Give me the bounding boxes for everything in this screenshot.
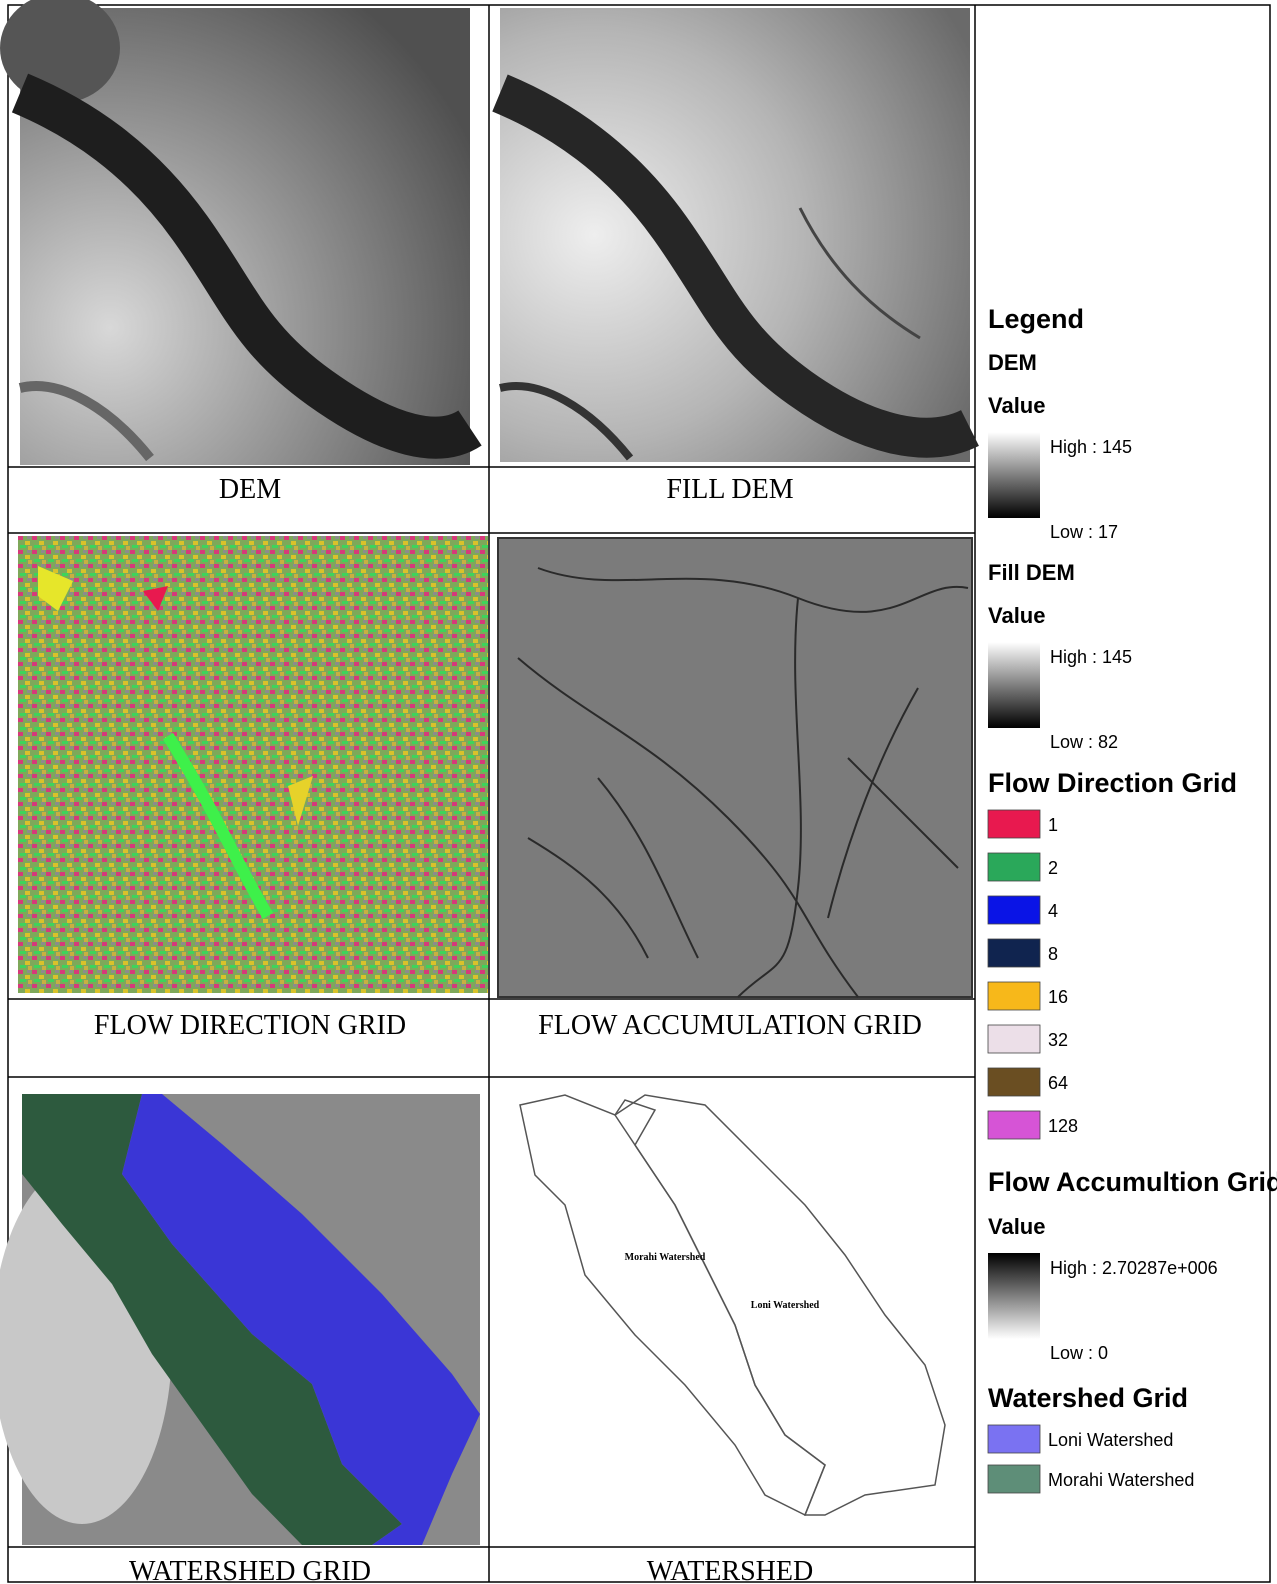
caption: WATERSHED GRID — [129, 1556, 371, 1584]
legend-low: Low : 17 — [1050, 522, 1118, 542]
legend-swatch — [988, 1465, 1040, 1493]
legend-high: High : 145 — [1050, 647, 1132, 667]
figure: Morahi Watershed Loni Watershed DEM FILL… — [0, 0, 1277, 1584]
map-shape — [18, 536, 488, 993]
legend-item-label: 64 — [1048, 1073, 1068, 1093]
map-shape — [498, 538, 972, 997]
legend-item-label: 128 — [1048, 1116, 1078, 1136]
legend-swatch — [988, 982, 1040, 1010]
fill-dem-map — [500, 8, 970, 462]
legend-subtitle: Value — [988, 393, 1045, 418]
legend-title: Legend — [988, 304, 1084, 334]
map-shape — [500, 8, 970, 462]
legend-swatch — [988, 1425, 1040, 1453]
watershed-grid-map — [0, 1094, 480, 1545]
caption: FLOW DIRECTION GRID — [94, 1010, 406, 1041]
map-shape — [505, 1085, 965, 1540]
map-label: Loni Watershed — [751, 1300, 820, 1311]
flow-accumulation-map — [498, 538, 972, 997]
legend-high: High : 145 — [1050, 437, 1132, 457]
page: Morahi Watershed Loni Watershed DEM FILL… — [0, 0, 1277, 1584]
legend-low: Low : 82 — [1050, 732, 1118, 752]
legend-subtitle: Value — [988, 1214, 1045, 1239]
legend-swatch — [988, 1068, 1040, 1096]
legend-item-label: 16 — [1048, 987, 1068, 1007]
legend-item-label: 8 — [1048, 944, 1058, 964]
legend-low: Low : 0 — [1050, 1343, 1108, 1363]
legend-section-title: Flow Direction Grid — [988, 768, 1237, 798]
legend-swatch — [988, 853, 1040, 881]
legend-subtitle: Value — [988, 603, 1045, 628]
legend-swatch — [988, 1025, 1040, 1053]
dem-map — [0, 0, 470, 465]
legend-item-label: 1 — [1048, 815, 1058, 835]
flow-direction-map — [18, 536, 488, 993]
map-label: Morahi Watershed — [625, 1252, 706, 1263]
legend-high: High : 2.70287e+006 — [1050, 1258, 1218, 1278]
caption: DEM — [219, 474, 281, 505]
legend-section-title: DEM — [988, 350, 1037, 375]
legend-swatch — [988, 810, 1040, 838]
legend-swatch — [988, 939, 1040, 967]
legend-ramp — [988, 432, 1040, 518]
caption: FLOW ACCUMULATION GRID — [538, 1010, 922, 1041]
legend-item-label: 32 — [1048, 1030, 1068, 1050]
legend-item-label: Morahi Watershed — [1048, 1470, 1194, 1490]
legend-section-title: Flow Accumultion Grid — [988, 1167, 1277, 1197]
legend-ramp — [988, 642, 1040, 728]
watershed-map: Morahi Watershed Loni Watershed — [505, 1085, 965, 1540]
legend-ramp — [988, 1253, 1040, 1339]
legend-item-label: Loni Watershed — [1048, 1430, 1173, 1450]
caption: WATERSHED — [647, 1556, 813, 1584]
legend-section-title: Fill DEM — [988, 560, 1075, 585]
caption: FILL DEM — [666, 474, 793, 505]
legend-swatch — [988, 896, 1040, 924]
legend-section-title: Watershed Grid — [988, 1383, 1188, 1413]
legend-item-label: 4 — [1048, 901, 1058, 921]
legend-item-label: 2 — [1048, 858, 1058, 878]
legend-swatch — [988, 1111, 1040, 1139]
